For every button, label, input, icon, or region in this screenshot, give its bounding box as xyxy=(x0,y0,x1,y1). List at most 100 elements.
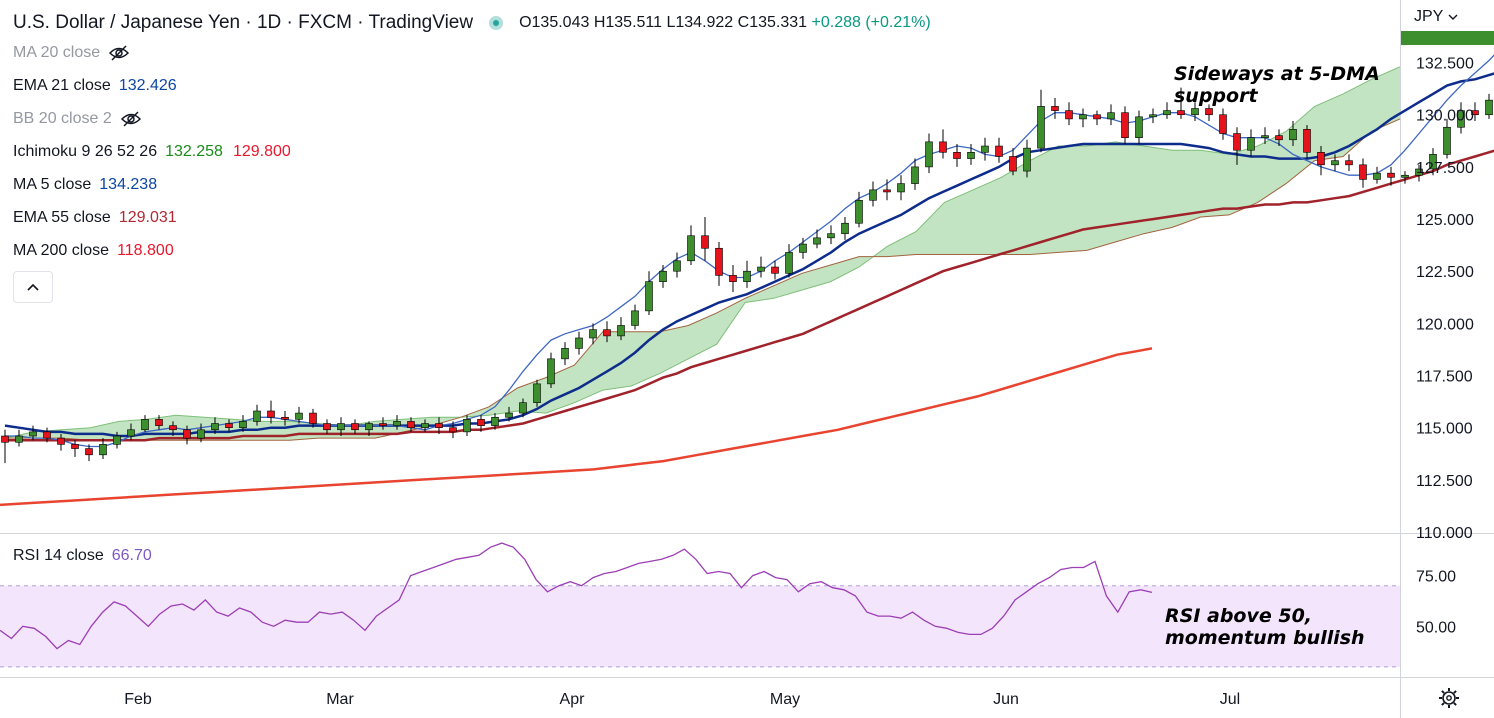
candle-body xyxy=(127,429,135,437)
ohlc-open: O135.043 xyxy=(519,14,590,31)
indicator-name: EMA 21 close xyxy=(13,76,111,94)
indicator-name: MA 5 close xyxy=(13,175,92,193)
candle-body xyxy=(491,416,499,426)
indicator-row[interactable]: MA 5 close 134.238 xyxy=(13,168,931,201)
gear-icon[interactable] xyxy=(1439,688,1459,708)
collapse-legend-button[interactable] xyxy=(13,271,53,303)
candle-body xyxy=(1107,112,1115,120)
candle-body xyxy=(855,199,863,224)
candle-body xyxy=(1135,116,1143,138)
candle-body xyxy=(141,419,149,431)
candle-body xyxy=(155,419,163,426)
candle-body xyxy=(533,383,541,403)
candle-body xyxy=(85,448,93,456)
market-status-icon xyxy=(489,16,504,30)
candle-body xyxy=(1009,156,1017,172)
indicator-name: EMA 55 close xyxy=(13,208,111,226)
candle-body xyxy=(1359,164,1367,180)
candle-body xyxy=(1303,129,1311,153)
candle-body xyxy=(631,310,639,326)
candle-body xyxy=(1261,135,1269,138)
currency-label: JPY xyxy=(1414,8,1444,25)
ichimoku-span-b-line xyxy=(5,118,1401,441)
legend-title-row: U.S. Dollar / Japanese Yen · 1D · FXCM ·… xyxy=(13,10,931,36)
candle-body xyxy=(337,423,345,431)
indicator-name: MA 20 close xyxy=(13,43,101,61)
candle-body xyxy=(1065,110,1073,120)
indicator-row[interactable]: MA 20 close xyxy=(13,36,931,69)
time-tick-label: Jun xyxy=(993,691,1019,708)
ema21-line xyxy=(4,72,1494,438)
indicator-row[interactable]: EMA 21 close 132.426 xyxy=(13,69,931,102)
eye-off-icon[interactable] xyxy=(120,110,142,127)
candle-body xyxy=(743,270,751,282)
symbol-title[interactable]: U.S. Dollar / Japanese Yen · 1D · FXCM ·… xyxy=(13,12,474,33)
candle-body xyxy=(1093,114,1101,120)
candle-body xyxy=(1023,147,1031,172)
candle-body xyxy=(323,423,331,431)
candle-body xyxy=(799,243,807,253)
candle-body xyxy=(1373,172,1381,180)
candle-body xyxy=(1317,151,1325,166)
candle-body xyxy=(1429,154,1437,170)
price-tick-label: 110.000 xyxy=(1416,525,1473,542)
indicator-name: BB 20 close 2 xyxy=(13,109,112,127)
indicator-row[interactable]: BB 20 close 2 xyxy=(13,102,931,135)
candle-body xyxy=(1331,160,1339,166)
candle-body xyxy=(71,444,79,449)
rsi-line xyxy=(0,542,1153,650)
chevron-down-icon xyxy=(1448,14,1458,20)
candle-body xyxy=(183,429,191,439)
candle-body xyxy=(295,412,303,420)
time-tick-label: Feb xyxy=(124,691,152,708)
ohlc-low: L134.922 xyxy=(666,14,734,31)
indicator-value: 132.426 xyxy=(118,76,177,94)
candle-body xyxy=(281,416,289,420)
indicator-value: 129.031 xyxy=(118,208,177,226)
candle-body xyxy=(715,247,723,276)
rsi-tick-label: 50.00 xyxy=(1416,619,1456,636)
candle-body xyxy=(1177,110,1185,116)
candle-body xyxy=(1051,106,1059,111)
indicator-row[interactable]: Ichimoku 9 26 52 26 132.258 129.800 xyxy=(13,135,931,168)
candle-body xyxy=(1443,126,1451,155)
ma5-line xyxy=(5,54,1494,448)
candle-body xyxy=(1163,110,1171,116)
candle-body xyxy=(659,270,667,282)
candle-body xyxy=(687,235,695,262)
rsi-annotation: RSI above 50, momentum bullish xyxy=(1165,605,1365,649)
candle-body xyxy=(575,337,583,349)
ichimoku-span-a-line xyxy=(4,66,1401,439)
candle-body xyxy=(841,222,849,234)
indicator-row[interactable]: MA 200 close 118.800 xyxy=(13,234,931,267)
last-price-marker xyxy=(1401,31,1494,45)
eye-off-icon[interactable] xyxy=(108,44,130,61)
candle-body xyxy=(645,281,653,312)
candle-body xyxy=(379,423,387,426)
candle-body xyxy=(1247,137,1255,151)
candle-body xyxy=(1191,108,1199,116)
candle-body xyxy=(1,435,9,443)
time-tick-label: Apr xyxy=(560,691,586,708)
indicator-row[interactable]: EMA 55 close 129.031 xyxy=(13,201,931,234)
price-tick-label: 115.000 xyxy=(1416,421,1473,438)
candle-body xyxy=(1471,110,1479,116)
indicator-name: MA 200 close xyxy=(13,241,110,259)
candle-body xyxy=(169,425,177,431)
candle-body xyxy=(827,233,835,239)
candle-body xyxy=(15,435,23,443)
ohlc-high: H135.511 xyxy=(593,14,663,31)
indicator-value-2: 129.800 xyxy=(232,142,291,160)
ma200-line xyxy=(0,347,1153,507)
rsi-legend[interactable]: RSI 14 close 66.70 xyxy=(13,547,152,565)
candle-body xyxy=(883,189,891,193)
ohlc-change: +0.288 (+0.21%) xyxy=(811,14,931,31)
ohlc-values: O135.043 H135.511 L134.922 C135.331 +0.2… xyxy=(519,14,931,32)
currency-selector[interactable]: JPY xyxy=(1414,8,1458,26)
candle-body xyxy=(953,151,961,159)
candle-body xyxy=(365,423,373,431)
candle-body xyxy=(1457,110,1465,128)
candle-body xyxy=(981,145,989,153)
candle-body xyxy=(1401,174,1409,178)
